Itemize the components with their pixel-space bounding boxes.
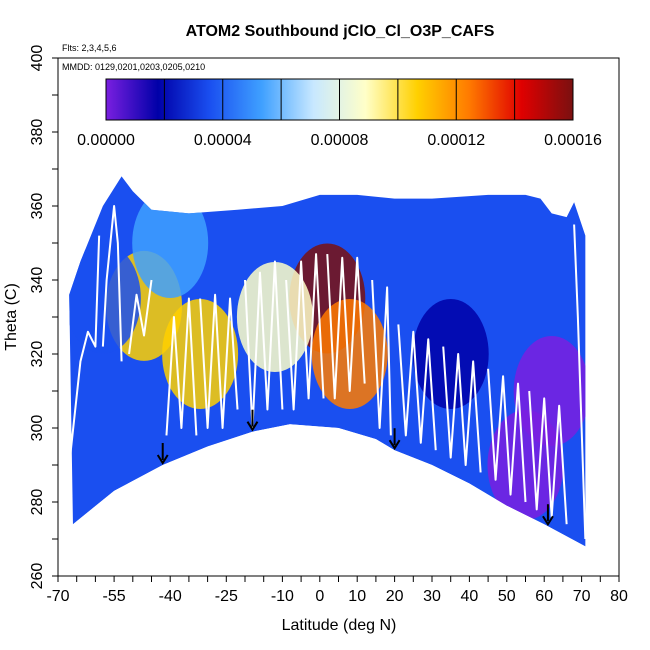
dates-subtitle: MMDD: 0129,0201,0203,0205,0210: [62, 62, 205, 72]
y-axis: 260 280 300 320 340 360 380 400: [29, 45, 58, 590]
x-axis: -70 -55 -40 -25 -10 0 10 20 30 40 50 60 70 80: [46, 576, 628, 605]
x-tick-label: 60: [535, 588, 553, 605]
chart-title: ATOM2 Southbound jClO_Cl_O3P_CAFS: [186, 23, 495, 40]
x-tick-label: 0: [315, 588, 324, 605]
arrow-head: [542, 515, 554, 527]
x-tick-label: 40: [461, 588, 479, 605]
colorbar-tick-label: 0.00000: [77, 132, 135, 149]
x-tick-label: -40: [159, 588, 182, 605]
flight-profile: [442, 346, 482, 473]
y-tick-label: 280: [29, 489, 46, 516]
flight-profile: [528, 390, 568, 525]
ground-mask: [72, 424, 586, 576]
y-tick-label: 400: [29, 45, 46, 72]
x-tick-label: 50: [498, 588, 516, 605]
flight-profile: [101, 205, 123, 362]
x-tick-label: 10: [348, 588, 366, 605]
y-tick-label: 260: [29, 563, 46, 590]
flight-profile: [326, 254, 366, 400]
arrow-head: [246, 421, 259, 432]
flight-profile: [573, 224, 587, 540]
x-axis-label: Latitude (deg N): [282, 617, 397, 634]
flight-profiles: [68, 205, 587, 540]
colorbar-tick-label: 0.00012: [427, 132, 485, 149]
flight-profile: [128, 279, 153, 355]
x-tick-label: -70: [46, 588, 69, 605]
y-tick-label: 340: [29, 267, 46, 294]
y-tick-label: 320: [29, 341, 46, 368]
location-arrows: [156, 409, 554, 527]
colorbar-tick-label: 0.00016: [544, 132, 602, 149]
y-axis-label: Theta (C): [3, 283, 20, 351]
field-blob: [69, 243, 141, 354]
y-tick-label: 300: [29, 415, 46, 442]
flight-profile: [397, 324, 437, 451]
flight-profile: [244, 260, 284, 429]
field-blob: [132, 188, 209, 298]
flight-profile: [199, 293, 239, 429]
flight-profile: [371, 279, 392, 436]
x-tick-label: -55: [103, 588, 126, 605]
colorbar-tick-label: 0.00008: [311, 132, 369, 149]
y-tick-label: 380: [29, 119, 46, 146]
arrow-head: [388, 439, 401, 451]
colorbar-tick-label: 0.00004: [194, 132, 252, 149]
arrow-head: [156, 454, 169, 465]
flight-profile: [285, 253, 325, 411]
x-tick-label: 20: [386, 588, 404, 605]
flights-subtitle: Flts: 2,3,4,5,6: [62, 43, 117, 53]
flight-profile: [165, 297, 198, 436]
x-tick-label: -10: [271, 588, 294, 605]
x-tick-label: -25: [215, 588, 238, 605]
x-tick-label: 30: [423, 588, 441, 605]
flight-profile: [487, 368, 527, 503]
y-tick-label: 360: [29, 193, 46, 220]
flight-profile: [68, 235, 101, 466]
colorbar: 0.00000 0.00004 0.00008 0.00012 0.00016: [77, 78, 602, 149]
x-tick-label: 70: [573, 588, 591, 605]
x-tick-label: 80: [610, 588, 628, 605]
